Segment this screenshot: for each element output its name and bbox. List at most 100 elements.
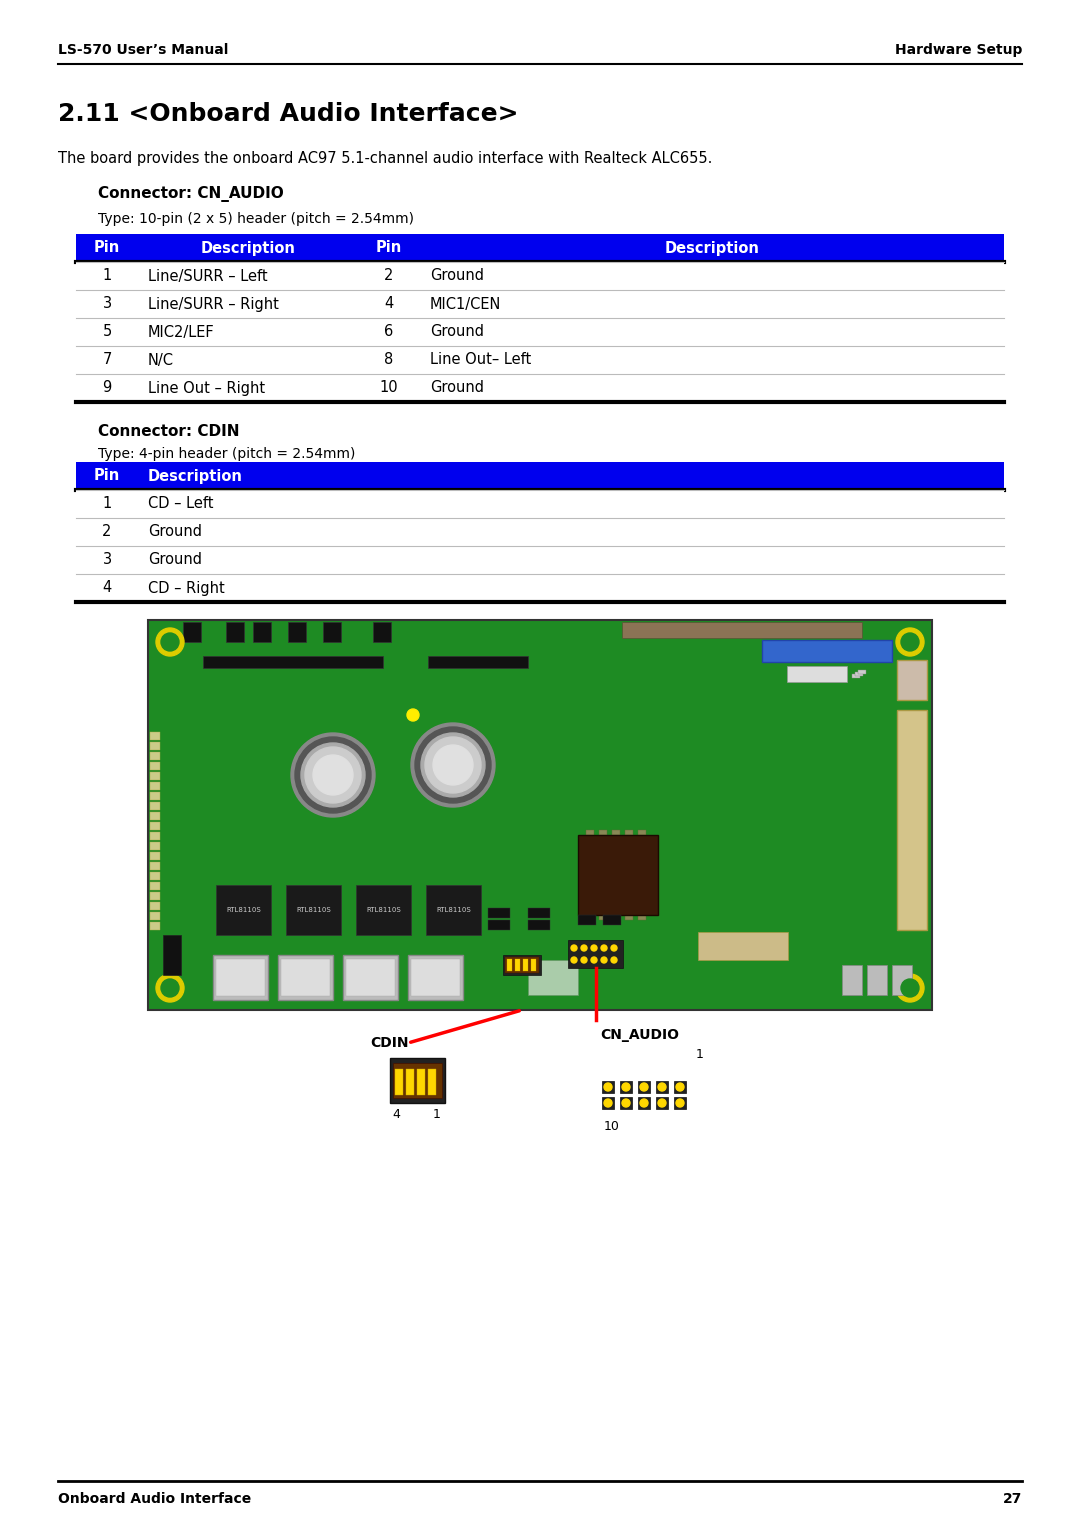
Bar (76, 261, 1004, 291)
Text: RTL8110S: RTL8110S (226, 907, 261, 913)
Bar (406, 1069, 414, 1095)
Bar (226, 622, 244, 642)
Bar (897, 661, 927, 700)
Text: Type: 10-pin (2 x 5) header (pitch = 2.54mm): Type: 10-pin (2 x 5) header (pitch = 2.5… (98, 213, 414, 226)
Bar (417, 1069, 426, 1095)
Text: CD – Right: CD – Right (148, 581, 225, 595)
Bar (323, 622, 341, 642)
Bar (76, 573, 1004, 602)
Bar (612, 914, 620, 920)
Text: Line Out – Right: Line Out – Right (148, 381, 265, 396)
Text: Ground: Ground (430, 381, 484, 396)
Bar (505, 957, 539, 972)
Circle shape (901, 979, 919, 997)
Bar (281, 959, 330, 995)
Bar (602, 1096, 615, 1109)
Bar (528, 908, 550, 917)
Text: Description: Description (201, 240, 296, 255)
Bar (428, 656, 528, 668)
Bar (213, 956, 268, 1000)
Text: LS-570 User’s Manual: LS-570 User’s Manual (58, 43, 228, 57)
Bar (620, 1081, 632, 1093)
Text: Pin: Pin (376, 240, 402, 255)
Text: 2: 2 (384, 269, 394, 283)
Text: 1: 1 (697, 1049, 704, 1061)
Bar (523, 959, 528, 971)
Bar (150, 872, 160, 881)
Bar (150, 922, 160, 930)
Circle shape (581, 945, 588, 951)
Circle shape (305, 748, 361, 803)
Circle shape (407, 709, 419, 722)
Bar (150, 862, 160, 870)
Bar (787, 667, 847, 682)
Text: 10: 10 (604, 1121, 620, 1133)
Bar (150, 732, 160, 740)
Bar (599, 914, 607, 920)
Text: 1: 1 (103, 497, 111, 512)
Circle shape (600, 957, 607, 963)
Bar (622, 622, 862, 638)
Text: 1: 1 (103, 269, 111, 283)
Bar (150, 742, 160, 751)
Circle shape (313, 755, 353, 795)
Bar (762, 641, 892, 662)
Bar (76, 462, 1004, 489)
Text: 4: 4 (384, 297, 393, 312)
Text: RTL8110S: RTL8110S (436, 907, 471, 913)
Bar (515, 959, 519, 971)
Bar (150, 781, 160, 790)
Bar (411, 959, 460, 995)
Bar (674, 1081, 686, 1093)
Bar (150, 792, 160, 800)
Circle shape (622, 1099, 630, 1107)
Bar (503, 956, 541, 976)
Circle shape (640, 1083, 648, 1092)
Text: Ground: Ground (430, 269, 484, 283)
Circle shape (161, 633, 179, 651)
Text: 6: 6 (384, 324, 393, 339)
Bar (586, 830, 594, 835)
Text: Ground: Ground (148, 552, 202, 567)
Bar (395, 1069, 403, 1095)
Text: 27: 27 (1002, 1492, 1022, 1506)
Text: 2.11 <Onboard Audio Interface>: 2.11 <Onboard Audio Interface> (58, 102, 518, 125)
Bar (568, 940, 623, 968)
Bar (216, 885, 271, 936)
Bar (620, 1096, 632, 1109)
Circle shape (896, 628, 924, 656)
Bar (150, 772, 160, 780)
Text: 3: 3 (103, 297, 111, 312)
Bar (150, 761, 160, 771)
Circle shape (611, 957, 617, 963)
Text: Hardware Setup: Hardware Setup (894, 43, 1022, 57)
Bar (288, 622, 306, 642)
Bar (488, 908, 510, 917)
Text: MIC2/LEF: MIC2/LEF (148, 324, 215, 339)
Bar (286, 885, 341, 936)
Text: 4: 4 (392, 1109, 400, 1121)
Bar (76, 375, 1004, 402)
Bar (150, 891, 160, 901)
Bar (390, 1058, 445, 1102)
Bar (638, 914, 646, 920)
Bar (76, 546, 1004, 573)
Bar (356, 885, 411, 936)
Text: Ground: Ground (430, 324, 484, 339)
Bar (638, 830, 646, 835)
Bar (528, 960, 578, 995)
Text: Description: Description (148, 468, 243, 483)
Bar (150, 812, 160, 820)
Bar (625, 914, 633, 920)
Bar (76, 234, 1004, 261)
Circle shape (433, 745, 473, 784)
Bar (150, 823, 160, 830)
Text: Description: Description (664, 240, 759, 255)
Circle shape (591, 957, 597, 963)
Bar (76, 291, 1004, 318)
Circle shape (156, 974, 184, 1001)
Circle shape (426, 737, 481, 794)
Circle shape (604, 1083, 612, 1092)
Text: Connector: CN_AUDIO: Connector: CN_AUDIO (98, 187, 284, 202)
Circle shape (161, 979, 179, 997)
